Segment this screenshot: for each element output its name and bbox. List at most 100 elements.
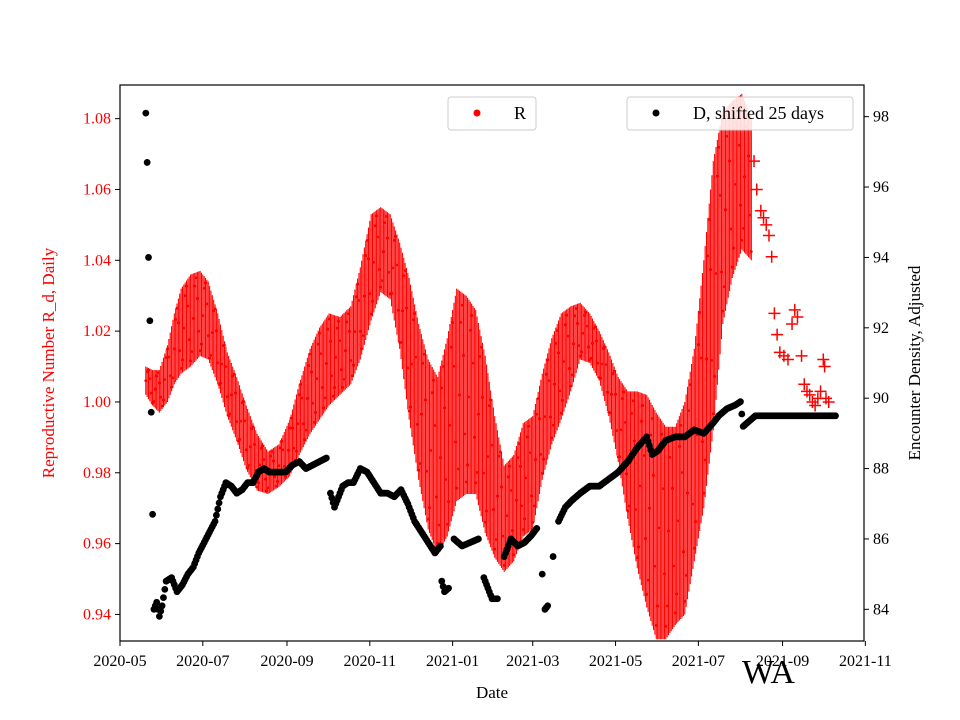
d-point xyxy=(494,595,501,603)
left-y-tick-label: 0.98 xyxy=(83,465,111,482)
r-point xyxy=(338,339,342,343)
r-point xyxy=(620,397,624,400)
r-cross-marker xyxy=(757,211,770,224)
r-point xyxy=(714,272,718,275)
r-point xyxy=(219,381,222,385)
r-point xyxy=(263,477,267,481)
r-point xyxy=(334,355,338,359)
r-cross-marker xyxy=(817,353,830,366)
r-point xyxy=(272,459,275,463)
x-tick-label: 2021-05 xyxy=(589,653,642,670)
r-point xyxy=(627,504,631,508)
r-point xyxy=(247,463,251,467)
r-point xyxy=(208,356,212,360)
r-point xyxy=(432,378,436,382)
d-point xyxy=(538,570,546,578)
r-point xyxy=(383,221,387,225)
d-point xyxy=(215,499,223,507)
r-point xyxy=(367,257,370,261)
r-point xyxy=(144,379,148,383)
r-point xyxy=(232,372,236,376)
x-tick-label: 2020-11 xyxy=(343,653,396,670)
r-point xyxy=(675,592,679,596)
d-point xyxy=(214,505,222,513)
r-point xyxy=(421,361,425,365)
r-point xyxy=(663,572,666,576)
r-point xyxy=(574,307,578,310)
r-point xyxy=(479,345,483,349)
r-point xyxy=(566,334,570,338)
r-point xyxy=(483,520,487,524)
r-point xyxy=(183,294,187,298)
r-point xyxy=(603,345,607,349)
r-point xyxy=(487,404,491,408)
r-point xyxy=(424,398,427,402)
d-point xyxy=(143,159,151,166)
r-point xyxy=(676,519,680,523)
r-point xyxy=(299,382,302,386)
r-point xyxy=(743,175,746,179)
r-point xyxy=(532,504,536,508)
legend-d-label: D, shifted 25 days xyxy=(693,103,824,123)
r-point xyxy=(234,391,237,395)
x-axis-label: Date xyxy=(476,683,508,702)
x-tick-label: 2020-09 xyxy=(260,653,313,670)
r-point xyxy=(216,361,220,365)
r-point xyxy=(540,471,544,475)
r-point xyxy=(718,194,722,197)
legend-r: R xyxy=(447,96,537,131)
r-point xyxy=(270,450,274,453)
left-y-tick-label: 1.04 xyxy=(83,252,111,269)
d-point xyxy=(155,612,163,620)
r-point xyxy=(352,363,355,367)
r-point xyxy=(739,203,742,207)
d-point xyxy=(160,594,167,601)
r-point xyxy=(635,556,639,559)
r-point xyxy=(386,236,389,240)
r-point xyxy=(728,159,731,163)
r-point xyxy=(402,274,406,278)
r-point xyxy=(623,421,627,424)
r-cross-marker xyxy=(809,399,822,412)
right-y-tick-label: 86 xyxy=(873,531,889,548)
r-point xyxy=(717,145,721,149)
r-point xyxy=(701,440,704,444)
x-tick-label: 2020-07 xyxy=(176,653,229,670)
r-point xyxy=(466,463,469,467)
r-point xyxy=(638,484,642,488)
r-point xyxy=(683,600,687,603)
r-point xyxy=(429,449,433,452)
r-point xyxy=(331,394,335,398)
r-point xyxy=(460,303,464,307)
r-cross-marker xyxy=(822,395,835,408)
r-point xyxy=(337,320,340,323)
r-point xyxy=(440,386,444,390)
r-point xyxy=(730,265,734,269)
d-point xyxy=(437,542,444,550)
r-point xyxy=(664,624,668,628)
r-point xyxy=(286,448,290,452)
r-point xyxy=(496,494,499,498)
left-y-tick-label: 0.96 xyxy=(83,536,111,553)
r-point xyxy=(368,292,372,295)
d-point xyxy=(544,602,552,610)
r-point xyxy=(415,422,419,426)
r-point xyxy=(329,339,332,343)
r-point xyxy=(740,238,744,242)
x-tick-label: 2021-07 xyxy=(672,653,725,670)
r-point xyxy=(420,412,423,416)
right-y-tick-label: 94 xyxy=(873,249,889,266)
r-point xyxy=(406,366,410,370)
r-point xyxy=(682,550,685,554)
r-point xyxy=(491,508,495,511)
r-point xyxy=(672,564,676,568)
r-point xyxy=(304,428,308,432)
r-point xyxy=(529,494,533,498)
x-tick-label: 2021-01 xyxy=(426,653,479,670)
r-point xyxy=(477,412,480,416)
r-cross-marker xyxy=(795,349,808,362)
r-point xyxy=(459,320,463,324)
r-point xyxy=(586,345,590,349)
r-point xyxy=(399,341,403,344)
r-cross-marker xyxy=(750,183,763,196)
